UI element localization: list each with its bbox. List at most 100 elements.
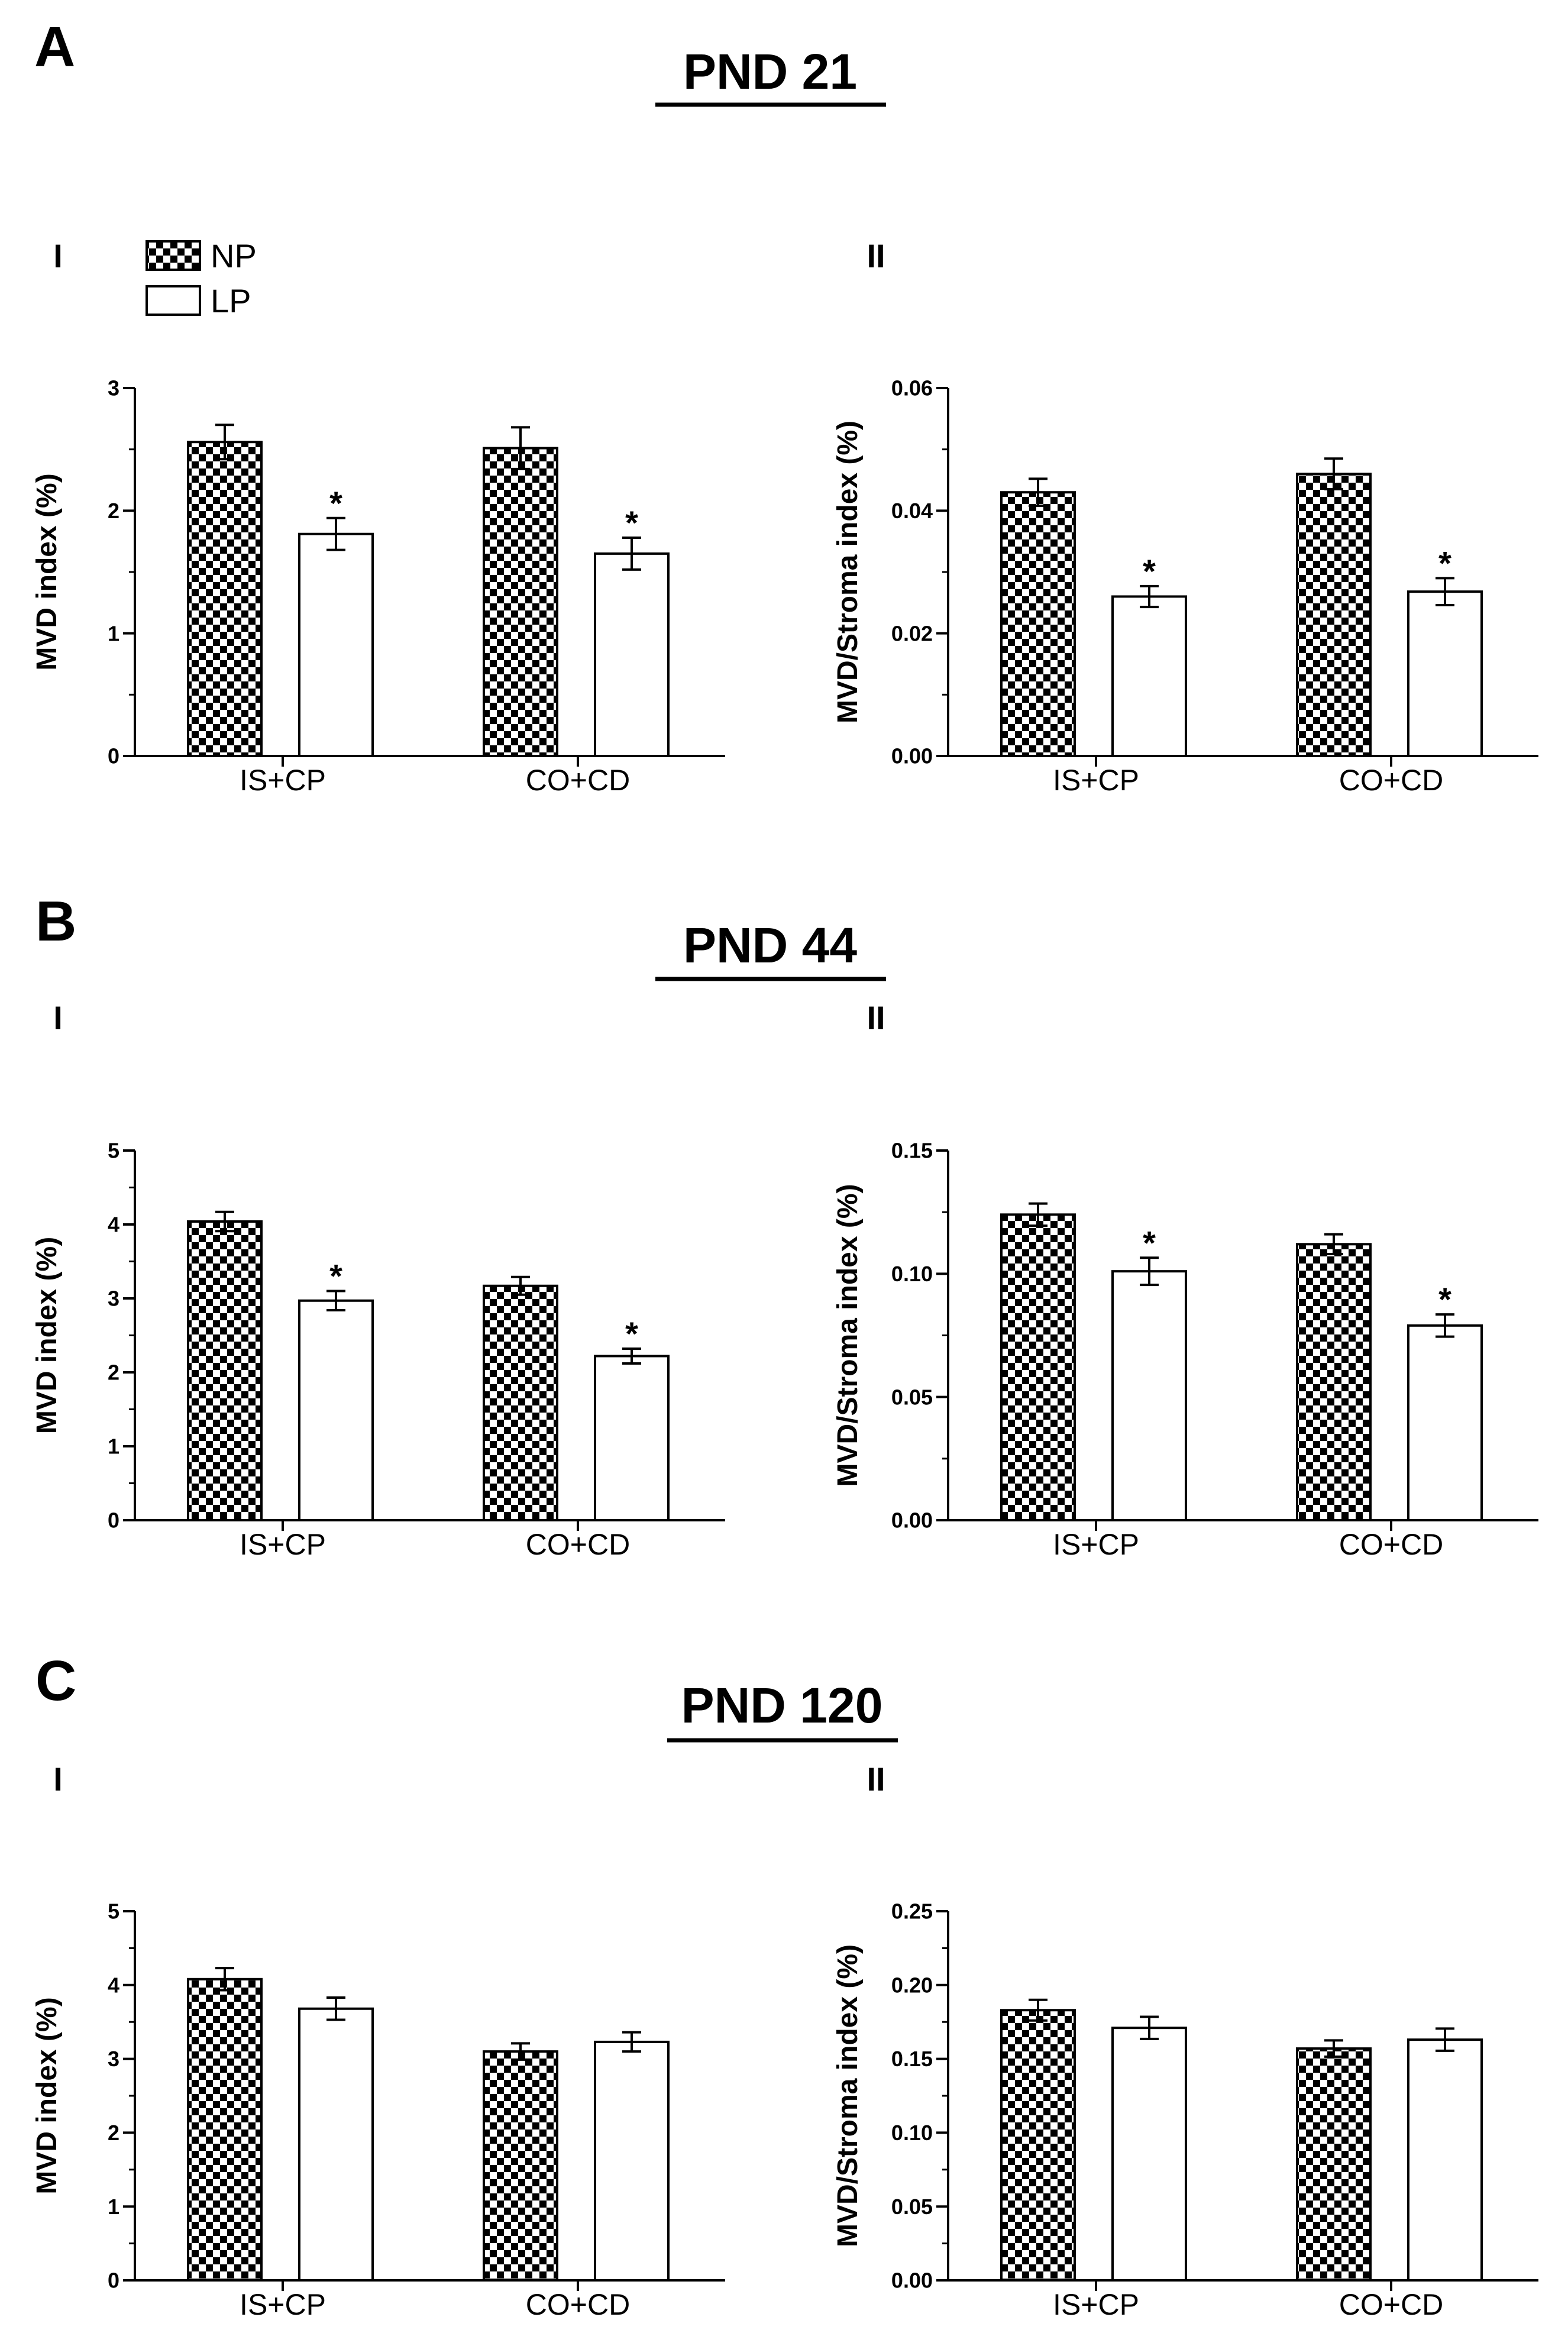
subpanel-label: II — [867, 1760, 885, 1798]
bar-lp — [1407, 2038, 1483, 2282]
y-tick-label: 2 — [108, 499, 119, 523]
section-title-a: PND 21 — [683, 44, 857, 99]
y-axis-title: MVD/Stroma index (%) — [832, 1944, 864, 2247]
bar-lp — [594, 1355, 670, 1521]
y-tick-label: 4 — [108, 1213, 119, 1237]
bar-np — [1296, 2047, 1372, 2282]
bar-np — [1000, 491, 1076, 757]
y-tick-label: 0.05 — [891, 2195, 933, 2219]
y-axis-title: MVD index (%) — [31, 1237, 63, 1434]
y-tick-label: 0.10 — [891, 2121, 933, 2145]
x-category-label: CO+CD — [1339, 2288, 1443, 2321]
x-category-label: CO+CD — [1339, 1528, 1443, 1561]
bar-np — [1000, 2009, 1076, 2282]
subpanel-label: II — [867, 999, 885, 1036]
y-tick-label: 0.06 — [891, 376, 933, 400]
y-tick-label: 0 — [108, 744, 119, 768]
panel-letter-c: C — [35, 1649, 76, 1712]
bar-np — [1296, 473, 1372, 758]
y-tick-label: 0.02 — [891, 621, 933, 645]
subpanel-label: I — [53, 999, 63, 1036]
bar-lp — [594, 552, 670, 758]
significance-marker: * — [1143, 1224, 1156, 1261]
significance-marker: * — [625, 504, 638, 541]
y-tick-label: 2 — [108, 2121, 119, 2145]
x-category-label: CO+CD — [526, 2288, 630, 2321]
bar-np — [1296, 1243, 1372, 1521]
panel-letter-b: B — [35, 890, 76, 953]
y-tick-label: 3 — [108, 2047, 119, 2071]
x-category-label: IS+CP — [240, 764, 326, 797]
chart-a-i: I MVD index (%) 0 1 2 3 IS+CP CO+CD * * — [31, 237, 725, 797]
chart-c-i: I MVD index (%) 0 1 2 3 4 5 IS+CP CO+CD — [31, 1760, 725, 2321]
y-tick-label: 3 — [108, 1287, 119, 1311]
legend-swatch-np — [146, 240, 201, 271]
section-title-b: PND 44 — [683, 917, 857, 973]
bar-lp — [1407, 1324, 1483, 1521]
bar-np — [187, 441, 263, 757]
y-tick-label: 0.10 — [891, 1262, 933, 1286]
section-title-c: PND 120 — [681, 1678, 883, 1733]
x-category-label: IS+CP — [1053, 764, 1139, 797]
y-axis-title: MVD/Stroma index (%) — [832, 1184, 864, 1487]
legend-label-lp: LP — [211, 282, 251, 319]
y-tick-label: 0 — [108, 1508, 119, 1533]
chart-b-ii: II MVD/Stroma index (%) 0.00 0.05 0.10 0.15 IS… — [832, 999, 1538, 1561]
bar-lp — [1111, 2027, 1187, 2282]
legend-swatch-lp — [146, 285, 201, 316]
x-category-label: IS+CP — [1053, 2288, 1139, 2321]
subpanel-label: I — [53, 237, 63, 274]
y-tick-label: 0.00 — [891, 1508, 933, 1533]
significance-marker: * — [1143, 552, 1156, 590]
y-tick-label: 0.00 — [891, 2269, 933, 2293]
bar-lp — [298, 1299, 374, 1521]
bar-np — [483, 1284, 558, 1521]
x-category-label: IS+CP — [240, 1528, 326, 1561]
subpanel-label: II — [867, 237, 885, 274]
chart-b-i: I MVD index (%) 0 1 2 3 4 5 IS+CP CO+CD * * — [31, 999, 725, 1561]
significance-marker: * — [1438, 1281, 1451, 1318]
chart-c-ii: II MVD/Stroma index (%) 0.00 0.05 0.10 0.15 0.… — [832, 1760, 1538, 2321]
y-tick-label: 5 — [108, 1899, 119, 1924]
significance-marker: * — [329, 1258, 342, 1295]
legend: NP LP — [146, 237, 257, 319]
x-category-label: IS+CP — [1053, 1528, 1139, 1561]
chart-a-ii: II MVD/Stroma index (%) 0.00 0.02 0.04 0.06 IS… — [832, 237, 1538, 797]
x-category-label: CO+CD — [526, 1528, 630, 1561]
significance-marker: * — [329, 484, 342, 522]
y-tick-label: 0.25 — [891, 1899, 933, 1924]
y-tick-label: 4 — [108, 1973, 119, 1997]
bar-lp — [1111, 1270, 1187, 1522]
bar-np — [483, 2050, 558, 2282]
y-tick-label: 3 — [108, 376, 119, 400]
significance-marker: * — [625, 1315, 638, 1352]
bar-np — [483, 447, 558, 757]
bar-lp — [298, 532, 374, 758]
y-tick-label: 0.15 — [891, 1139, 933, 1163]
y-axis-title: MVD/Stroma index (%) — [832, 421, 864, 723]
panel-letter-a: A — [34, 15, 75, 79]
x-category-label: CO+CD — [526, 764, 630, 797]
bar-lp — [1111, 595, 1187, 757]
bar-lp — [594, 2040, 670, 2282]
bar-np — [187, 1220, 263, 1521]
bar-np — [1000, 1213, 1076, 1521]
subpanel-label: I — [53, 1760, 63, 1798]
x-category-label: IS+CP — [240, 2288, 326, 2321]
bar-lp — [298, 2007, 374, 2282]
y-tick-label: 0.20 — [891, 1973, 933, 1997]
y-tick-label: 1 — [108, 2195, 119, 2219]
x-category-label: CO+CD — [1339, 764, 1443, 797]
y-axis-title: MVD index (%) — [31, 473, 63, 670]
bar-lp — [1407, 590, 1483, 757]
bar-np — [187, 1977, 263, 2282]
y-tick-label: 0.15 — [891, 2047, 933, 2071]
y-tick-label: 2 — [108, 1361, 119, 1385]
y-axis-title: MVD index (%) — [31, 1997, 63, 2194]
y-tick-label: 0.00 — [891, 744, 933, 768]
y-tick-label: 0.05 — [891, 1385, 933, 1409]
y-tick-label: 1 — [108, 621, 119, 645]
significance-marker: * — [1438, 544, 1451, 581]
legend-label-np: NP — [211, 237, 257, 274]
